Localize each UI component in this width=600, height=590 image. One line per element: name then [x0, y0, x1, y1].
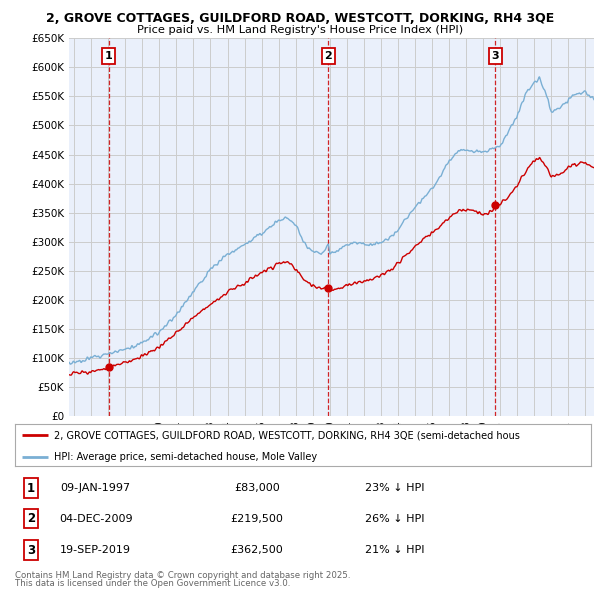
- Text: 2, GROVE COTTAGES, GUILDFORD ROAD, WESTCOTT, DORKING, RH4 3QE: 2, GROVE COTTAGES, GUILDFORD ROAD, WESTC…: [46, 12, 554, 25]
- Text: 04-DEC-2009: 04-DEC-2009: [59, 514, 133, 523]
- Text: 2: 2: [27, 512, 35, 525]
- Text: 2, GROVE COTTAGES, GUILDFORD ROAD, WESTCOTT, DORKING, RH4 3QE (semi-detached hou: 2, GROVE COTTAGES, GUILDFORD ROAD, WESTC…: [54, 430, 520, 440]
- Text: 1: 1: [27, 481, 35, 494]
- Text: 21% ↓ HPI: 21% ↓ HPI: [365, 545, 425, 555]
- Text: HPI: Average price, semi-detached house, Mole Valley: HPI: Average price, semi-detached house,…: [54, 452, 317, 462]
- Text: 3: 3: [491, 51, 499, 61]
- Text: £83,000: £83,000: [234, 483, 280, 493]
- Text: £219,500: £219,500: [230, 514, 283, 523]
- Text: This data is licensed under the Open Government Licence v3.0.: This data is licensed under the Open Gov…: [15, 579, 290, 588]
- Text: 09-JAN-1997: 09-JAN-1997: [61, 483, 131, 493]
- Text: 26% ↓ HPI: 26% ↓ HPI: [365, 514, 425, 523]
- Text: 23% ↓ HPI: 23% ↓ HPI: [365, 483, 425, 493]
- Text: Contains HM Land Registry data © Crown copyright and database right 2025.: Contains HM Land Registry data © Crown c…: [15, 571, 350, 579]
- Text: Price paid vs. HM Land Registry's House Price Index (HPI): Price paid vs. HM Land Registry's House …: [137, 25, 463, 35]
- Text: 2: 2: [325, 51, 332, 61]
- Text: 19-SEP-2019: 19-SEP-2019: [60, 545, 131, 555]
- Text: 1: 1: [105, 51, 113, 61]
- Text: £362,500: £362,500: [230, 545, 283, 555]
- Text: 3: 3: [27, 543, 35, 556]
